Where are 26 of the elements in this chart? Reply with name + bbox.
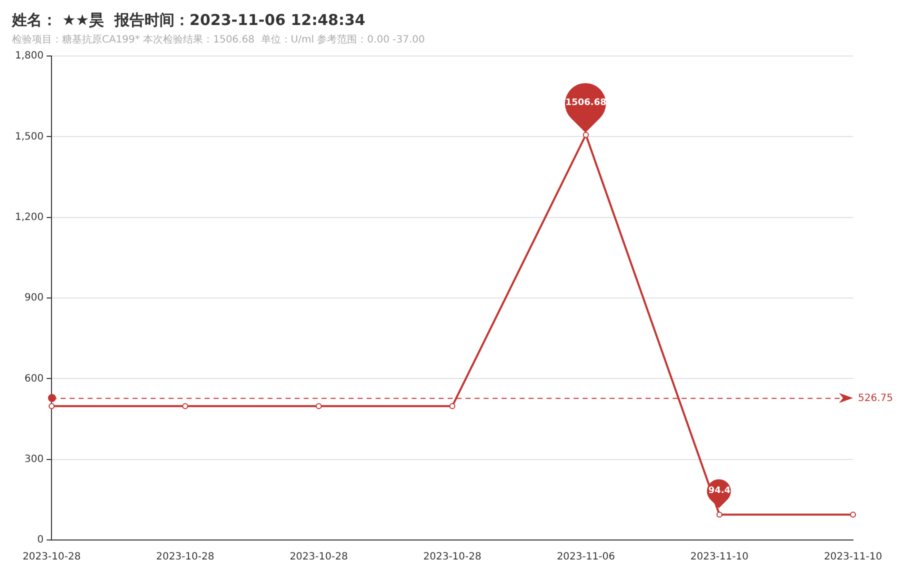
- x-tick-label: 2023-10-28: [423, 552, 482, 563]
- point: [449, 403, 456, 410]
- chart-subtitle: 检验项目：糖基抗原CA199* 本次检验结果：1506.68 单位：U/ml 参考范围：0.00 -37.00: [12, 34, 425, 46]
- y-tick-label: 1,500: [14, 131, 44, 142]
- y-tick-label: 0: [37, 534, 44, 546]
- point: [850, 512, 856, 518]
- x-tick-label: 2023-10-28: [156, 552, 214, 563]
- x-tick-label: 2023-11-06: [556, 552, 615, 563]
- point: [316, 403, 322, 410]
- y-tick-label: 1,800: [14, 50, 44, 62]
- point: [716, 512, 722, 518]
- y-tick-label: 1,200: [14, 212, 44, 223]
- point: [182, 403, 188, 410]
- x-tick-label: 2023-11-10: [824, 552, 882, 563]
- x-tick-label: 2023-10-28: [22, 552, 81, 563]
- data-label: 94.4: [707, 485, 732, 498]
- y-tick-label: 300: [24, 454, 44, 465]
- data-label: 1506.68: [565, 96, 606, 110]
- x-tick-label: 2023-10-28: [290, 552, 348, 563]
- point: [582, 132, 589, 138]
- x-tick-label: 2023-11-10: [690, 552, 748, 563]
- ref-line-label: 526.75: [858, 392, 893, 404]
- y-tick-label: 600: [24, 373, 44, 384]
- point: [48, 403, 55, 410]
- y-tick-label: 900: [24, 292, 44, 304]
- chart-title: 姓名： ★★昊 报告时间：2023-11-06 12:48:34: [11, 10, 366, 29]
